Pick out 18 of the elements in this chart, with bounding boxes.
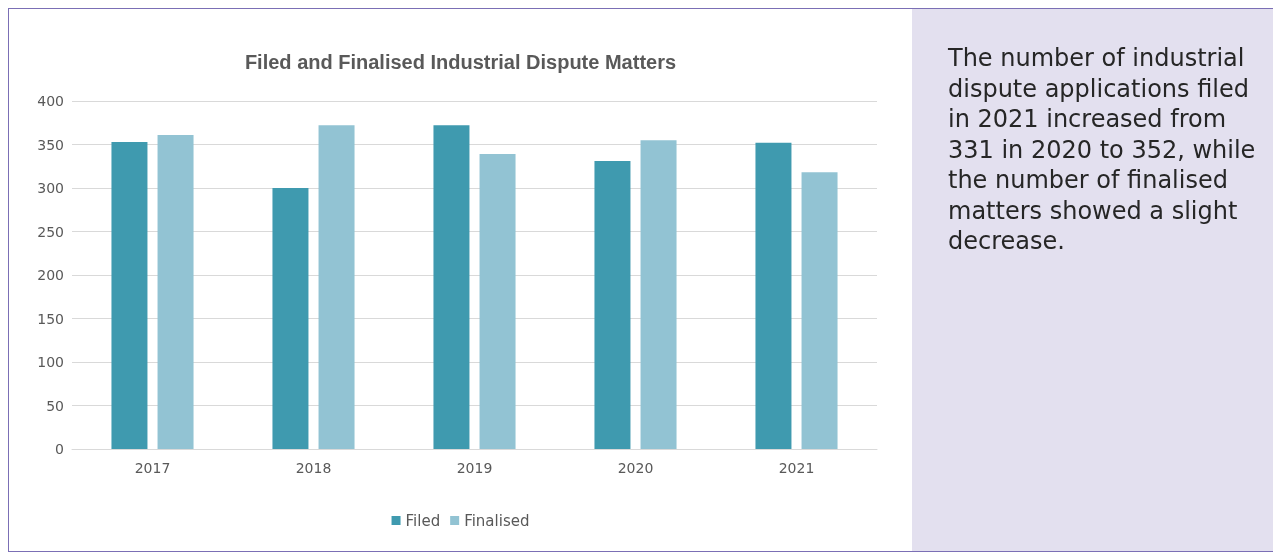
y-tick-label: 50 (46, 397, 64, 414)
x-tick-label: 2017 (134, 460, 171, 476)
chart-title: Filed and Finalised Industrial Dispute Matters (244, 51, 677, 73)
x-tick-label: 2018 (295, 460, 332, 476)
y-tick-label: 100 (37, 354, 64, 370)
y-tick-label: 250 (37, 223, 64, 240)
y-tick-label: 0 (55, 441, 64, 457)
y-tick-label: 400 (37, 93, 64, 109)
y-tick-label: 350 (37, 136, 64, 153)
x-tick-label: 2020 (617, 460, 654, 476)
legend-label: Filed (405, 511, 441, 530)
y-tick-label: 300 (37, 180, 64, 196)
text: The number of industrial dispute applications filed in 2021 increased from 331 in 2020 to 352, while the number of finalised matters showed a slight decrease. (948, 43, 1257, 257)
x-tick-label: 2021 (778, 460, 815, 476)
x-tick-label: 2019 (456, 460, 493, 476)
legend-label: Finalised (464, 511, 530, 530)
y-tick-label: 200 (37, 267, 64, 283)
y-tick-label: 150 (37, 310, 64, 327)
